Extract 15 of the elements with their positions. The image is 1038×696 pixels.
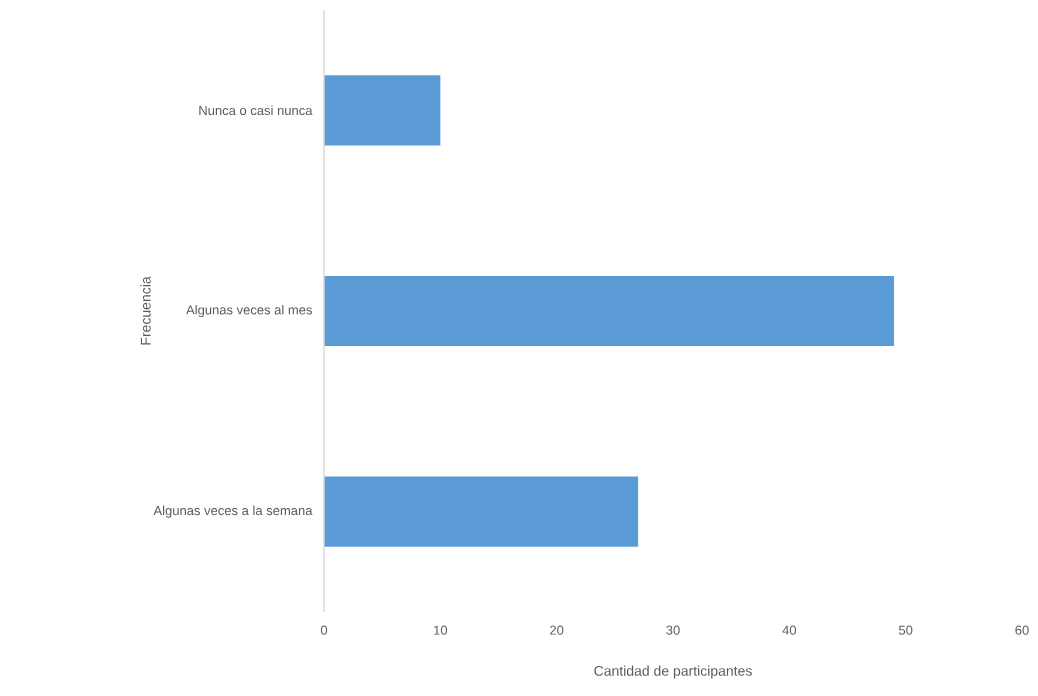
- x-tick-label: 30: [666, 625, 680, 635]
- bar: [324, 75, 441, 146]
- bar: [324, 275, 895, 347]
- y-tick-label: Algunas veces a la semana: [153, 505, 313, 518]
- x-tick-label: 20: [550, 625, 564, 635]
- x-tick-label: 40: [782, 625, 797, 635]
- x-tick-label: 10: [434, 625, 448, 635]
- y-axis-title: Frecuencia: [140, 276, 151, 345]
- y-tick-label: Algunas veces al mes: [186, 304, 312, 318]
- y-tick-label: Nunca o casi nunca: [199, 105, 313, 116]
- x-axis-title: Cantidad de participantes: [594, 665, 752, 679]
- x-tick-label: 50: [898, 625, 913, 635]
- x-tick-label: 0: [320, 625, 328, 635]
- x-tick-label: 60: [1015, 625, 1029, 635]
- bar: [324, 476, 639, 547]
